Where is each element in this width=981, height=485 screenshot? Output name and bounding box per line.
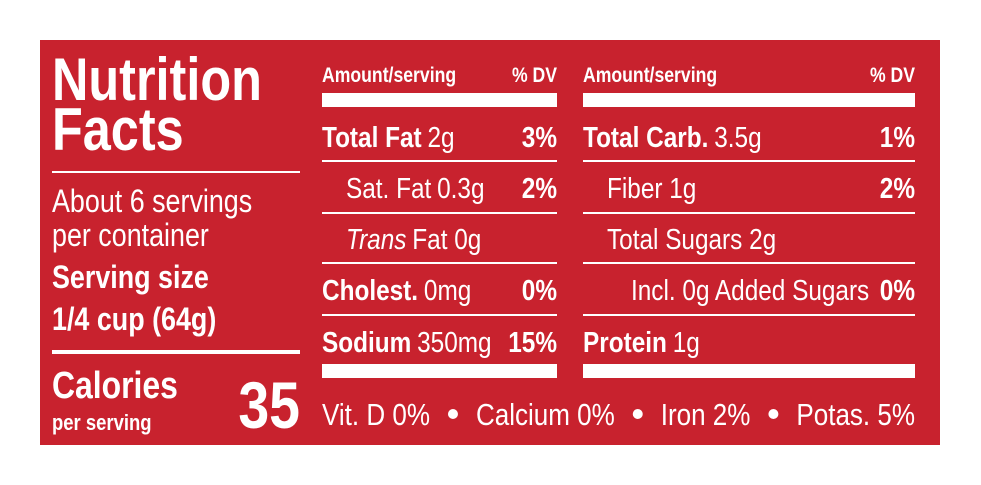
footer-item: Calcium 0% — [476, 398, 615, 433]
nutrient-text: Protein — [583, 326, 667, 358]
nutrient-text: Cholest. — [322, 274, 418, 306]
divider — [583, 160, 915, 162]
daily-value: 0% — [880, 274, 915, 306]
nutrient: Trans Fat 0g — [346, 223, 481, 255]
column-header: Amount/serving — [322, 64, 456, 88]
divider — [52, 171, 300, 173]
nutrient: Sodium 350mg — [322, 326, 492, 358]
daily-value: 2% — [522, 172, 557, 204]
nutrient-text: Trans — [346, 223, 406, 255]
nutrient-text: Total Fat — [322, 121, 422, 153]
servings: About 6 servings — [52, 184, 252, 220]
daily-value: 2% — [880, 172, 915, 204]
column-header: % DV — [870, 64, 915, 88]
daily-value: 3% — [522, 121, 557, 153]
thick-bar — [583, 364, 915, 378]
servings: per container — [52, 218, 209, 254]
thick-bar — [322, 364, 557, 378]
nutrient: Protein 1g — [583, 326, 700, 358]
divider — [583, 314, 915, 316]
footer-item: Potas. 5% — [796, 398, 915, 433]
title: Nutrition — [52, 46, 262, 113]
footer-item: Vit. D 0% — [322, 398, 430, 433]
serving-size-amount: 1/4 cup (64g) — [52, 302, 216, 338]
serving-size-label: Serving size — [52, 260, 209, 296]
title: Facts — [52, 96, 184, 163]
nutrient-text: Total Carb. — [583, 121, 708, 153]
nutrient: Sat. Fat 0.3g — [346, 172, 485, 204]
divider — [52, 350, 300, 354]
nutrient-text: 0mg — [424, 274, 471, 306]
nutrient: Total Sugars 2g — [607, 223, 776, 255]
nutrient-text: Fat 0g — [412, 223, 481, 255]
daily-value: 0% — [522, 274, 557, 306]
calories-sub: per serving — [52, 412, 152, 436]
footer-item: Iron 2% — [661, 398, 751, 433]
daily-value: 15% — [508, 326, 557, 358]
thick-bar — [322, 93, 557, 107]
divider — [583, 212, 915, 214]
nutrient: Fiber 1g — [607, 172, 696, 204]
nutrient-text: 3.5g — [714, 121, 761, 153]
divider — [583, 262, 915, 264]
divider — [322, 212, 557, 214]
nutrient-text: 1g — [673, 326, 700, 358]
nutrient: Cholest. 0mg — [322, 274, 471, 306]
bullet — [447, 409, 458, 419]
daily-value: 1% — [880, 121, 915, 153]
calories-label: Calories — [52, 364, 178, 406]
column-header: % DV — [512, 64, 557, 88]
nutrient-text: Sodium — [322, 326, 411, 358]
nutrient: Total Fat 2g — [322, 121, 455, 153]
nutrient-text: Total Sugars 2g — [607, 223, 776, 255]
nutrient-text: 350mg — [417, 326, 491, 358]
divider — [322, 314, 557, 316]
nutrient-text: Incl. 0g Added Sugars — [631, 274, 869, 306]
bullet — [768, 409, 779, 419]
divider — [322, 160, 557, 162]
nutrient-text: 2g — [428, 121, 455, 153]
nutrient-text: 0.3g — [437, 172, 484, 204]
nutrient: Total Carb. 3.5g — [583, 121, 762, 153]
thick-bar — [583, 93, 915, 107]
nutrient: Incl. 0g Added Sugars — [631, 274, 869, 306]
divider — [322, 262, 557, 264]
column-header: Amount/serving — [583, 64, 717, 88]
nutrient-text: Fiber 1g — [607, 172, 696, 204]
calories-value: 35 — [238, 368, 300, 442]
bullet — [632, 409, 643, 419]
nutrient-text: Sat. Fat — [346, 172, 432, 204]
